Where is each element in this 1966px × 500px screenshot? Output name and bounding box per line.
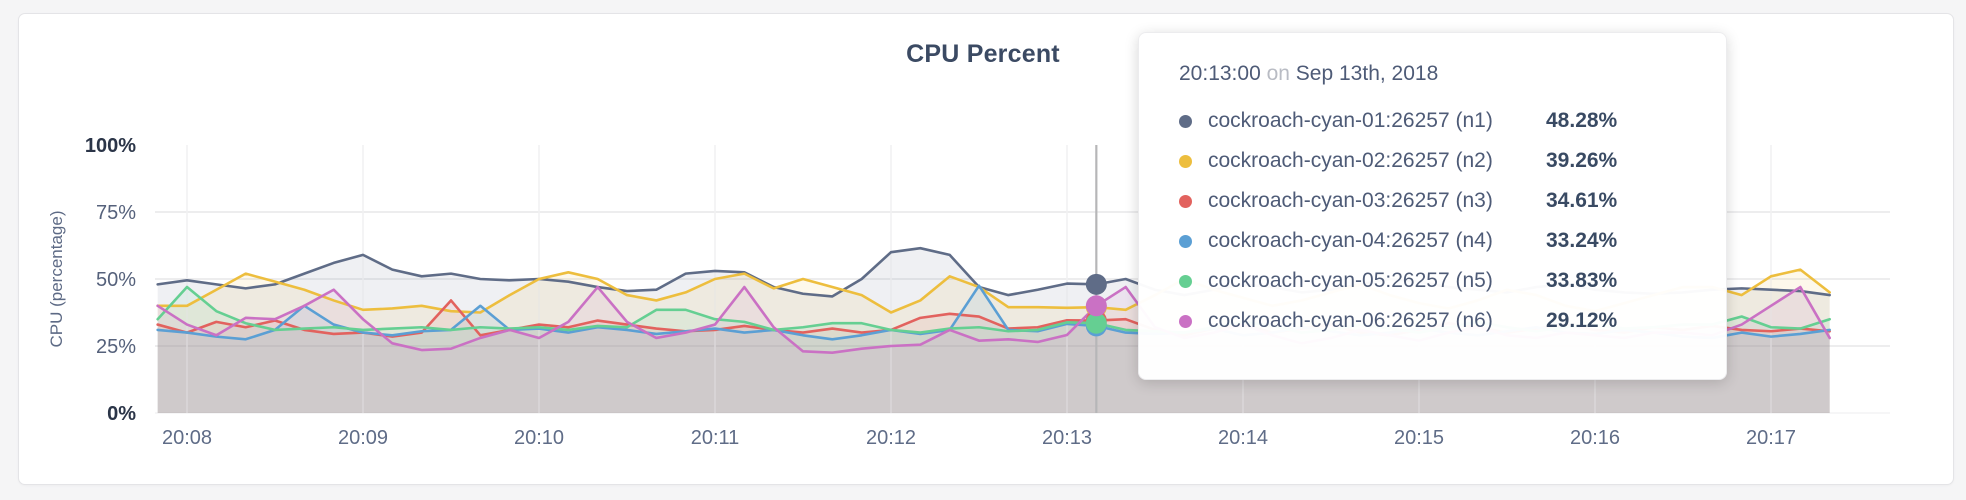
tooltip-series-label: cockroach-cyan-03:26257 (n3) [1208, 189, 1493, 212]
series-color-dot-icon [1179, 154, 1192, 168]
x-tick-label: 20:09 [338, 427, 388, 449]
y-tick-label: 50% [96, 269, 136, 291]
x-tick-label: 20:14 [1218, 427, 1268, 449]
y-tick-label: 0% [107, 403, 136, 425]
y-axis-title: CPU (percentage) [47, 210, 66, 347]
tooltip-timestamp: 20:13:00 on Sep 13th, 2018 [1179, 59, 1706, 89]
tooltip-series-label: cockroach-cyan-05:26257 (n5) [1208, 269, 1493, 292]
x-tick-label: 20:16 [1570, 427, 1620, 449]
tooltip-series-label: cockroach-cyan-04:26257 (n4) [1208, 229, 1493, 252]
tooltip-series-row: cockroach-cyan-05:26257 (n5) 33.83% [1179, 261, 1706, 301]
x-tick-label: 20:13 [1042, 427, 1092, 449]
tooltip-series-label: cockroach-cyan-02:26257 (n2) [1208, 149, 1493, 172]
series-color-dot-icon [1179, 274, 1192, 288]
tooltip-series-row: cockroach-cyan-02:26257 (n2) 39.26% [1179, 141, 1706, 181]
chart-title: CPU Percent [906, 40, 1060, 68]
tooltip-series-value: 39.26% [1546, 149, 1618, 172]
y-tick-label: 75% [96, 202, 136, 224]
x-tick-label: 20:11 [691, 427, 740, 449]
series-area [157, 287, 1830, 413]
x-tick-label: 20:10 [514, 427, 564, 449]
tooltip-series-list: cockroach-cyan-01:26257 (n1) 48.28% cockro… [1179, 101, 1706, 341]
tooltip-series-label: cockroach-cyan-01:26257 (n1) [1208, 109, 1493, 132]
x-tick-label: 20:08 [162, 427, 212, 449]
hover-point-dot [1085, 273, 1107, 295]
y-tick-label: 25% [96, 336, 136, 358]
series-color-dot-icon [1179, 314, 1192, 328]
hover-point-dot [1085, 295, 1107, 317]
tooltip-series-value: 34.61% [1546, 189, 1618, 212]
tooltip-series-row: cockroach-cyan-06:26257 (n6) 29.12% [1179, 301, 1706, 341]
series-area [157, 287, 1830, 413]
x-tick-label: 20:17 [1746, 427, 1796, 449]
series-color-dot-icon [1179, 194, 1192, 208]
tooltip-conjunction: on [1266, 62, 1290, 85]
chart-hover-tooltip: 20:13:00 on Sep 13th, 2018 cockroach-cya… [1138, 32, 1727, 380]
tooltip-series-value: 48.28% [1546, 109, 1618, 132]
tooltip-series-row: cockroach-cyan-01:26257 (n1) 48.28% [1179, 101, 1706, 141]
y-tick-label: 100% [85, 135, 136, 157]
series-color-dot-icon [1179, 114, 1192, 128]
tooltip-series-value: 33.24% [1546, 229, 1618, 252]
tooltip-time: 20:13:00 [1179, 62, 1261, 85]
tooltip-series-label: cockroach-cyan-06:26257 (n6) [1208, 309, 1493, 332]
series-color-dot-icon [1179, 234, 1192, 248]
tooltip-series-value: 29.12% [1546, 309, 1618, 332]
tooltip-series-row: cockroach-cyan-03:26257 (n3) 34.61% [1179, 181, 1706, 221]
x-tick-label: 20:15 [1394, 427, 1444, 449]
series-area [157, 285, 1830, 413]
tooltip-date: Sep 13th, 2018 [1295, 62, 1439, 85]
tooltip-series-value: 33.83% [1546, 269, 1618, 292]
hover-point-dot [1085, 312, 1107, 334]
tooltip-series-row: cockroach-cyan-04:26257 (n4) 33.24% [1179, 221, 1706, 261]
x-tick-label: 20:12 [866, 427, 916, 449]
